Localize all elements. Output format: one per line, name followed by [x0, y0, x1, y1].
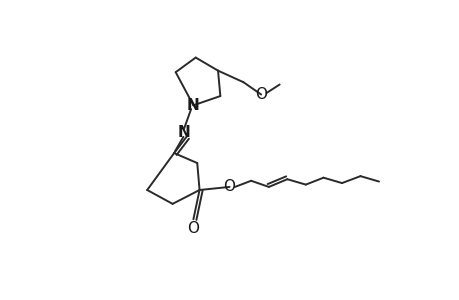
- Text: O: O: [223, 179, 235, 194]
- Text: O: O: [255, 87, 267, 102]
- Text: O: O: [186, 221, 198, 236]
- Text: N: N: [177, 125, 190, 140]
- Text: N: N: [187, 98, 199, 113]
